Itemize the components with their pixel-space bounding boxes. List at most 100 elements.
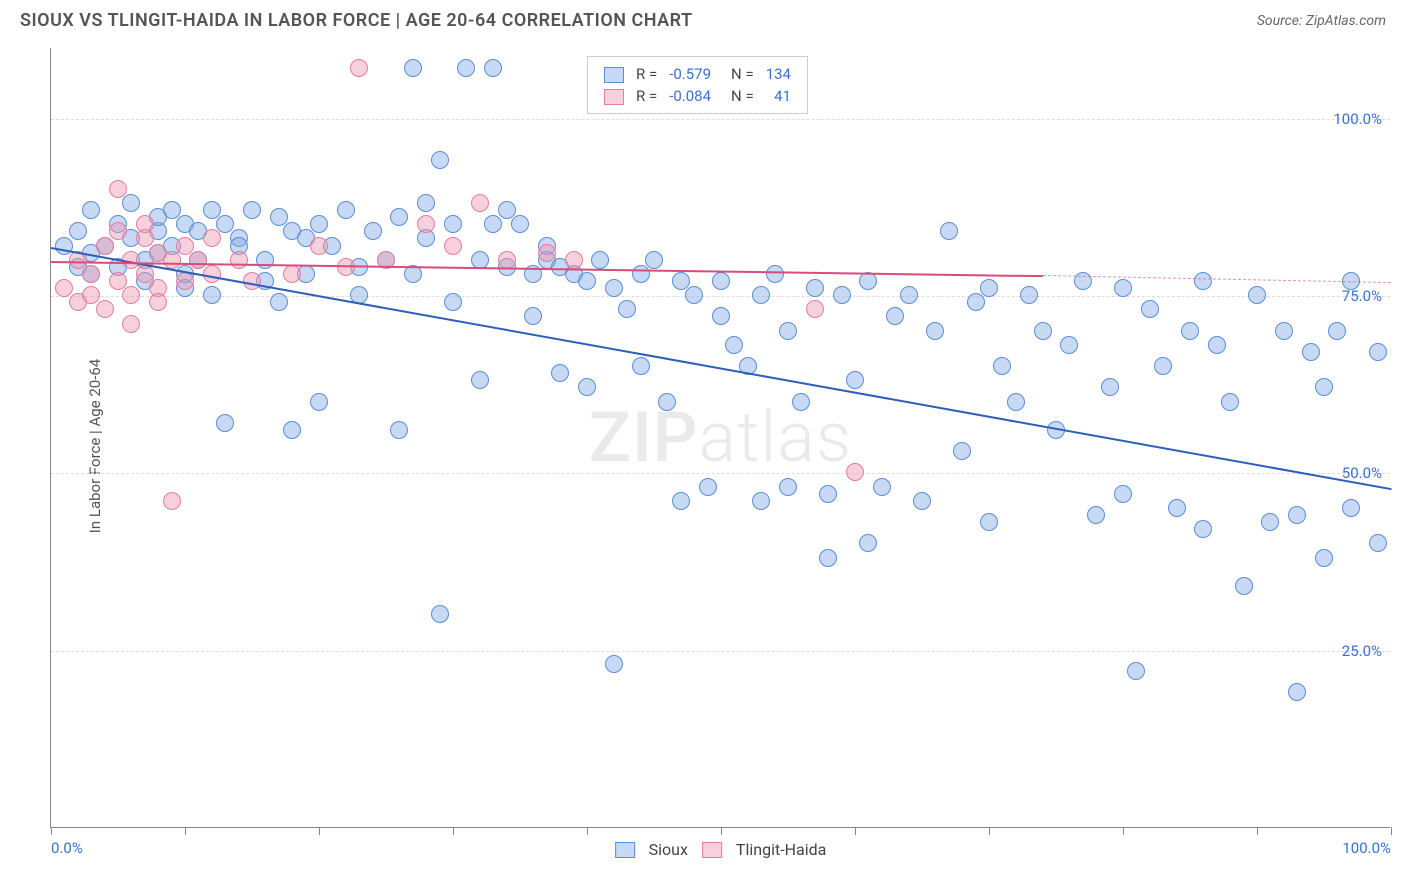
data-point — [444, 215, 462, 233]
data-point — [310, 215, 328, 233]
data-point — [846, 463, 864, 481]
data-point — [578, 272, 596, 290]
data-point — [82, 265, 100, 283]
data-point — [136, 265, 154, 283]
data-point — [1114, 279, 1132, 297]
data-point — [149, 293, 167, 311]
data-point — [806, 300, 824, 318]
x-tick — [185, 827, 186, 835]
data-point — [96, 300, 114, 318]
data-point — [471, 251, 489, 269]
data-point — [484, 59, 502, 77]
data-point — [658, 393, 676, 411]
gridline — [51, 651, 1390, 652]
data-point — [283, 421, 301, 439]
data-point — [1194, 272, 1212, 290]
data-point — [806, 279, 824, 297]
data-point — [1127, 662, 1145, 680]
data-point — [417, 194, 435, 212]
chart-source: Source: ZipAtlas.com — [1257, 13, 1386, 29]
data-point — [136, 215, 154, 233]
data-point — [551, 364, 569, 382]
data-point — [565, 251, 583, 269]
data-point — [96, 237, 114, 255]
data-point — [404, 59, 422, 77]
data-point — [712, 307, 730, 325]
legend-n-label: N = — [717, 63, 760, 85]
legend-n-label: N = — [717, 85, 760, 107]
data-point — [163, 251, 181, 269]
data-point — [1007, 393, 1025, 411]
x-tick — [721, 827, 722, 835]
legend-r-value: -0.579 — [663, 63, 717, 85]
data-point — [216, 414, 234, 432]
trendline-extrapolated — [1043, 275, 1391, 283]
scatter-chart: ZIPatlas 25.0%50.0%75.0%100.0%0.0%100.0%… — [50, 48, 1390, 828]
legend-n-value: 41 — [760, 85, 797, 107]
correlation-legend: R =-0.579N =134R =-0.084N =41 — [587, 56, 808, 114]
data-point — [390, 208, 408, 226]
chart-header: SIOUX VS TLINGIT-HAIDA IN LABOR FORCE | … — [0, 0, 1406, 31]
data-point — [1342, 499, 1360, 517]
data-point — [699, 478, 717, 496]
data-point — [471, 194, 489, 212]
data-point — [859, 534, 877, 552]
x-tick — [51, 827, 52, 835]
legend-n-value: 134 — [760, 63, 797, 85]
data-point — [163, 201, 181, 219]
data-point — [1168, 499, 1186, 517]
data-point — [1261, 513, 1279, 531]
data-point — [230, 251, 248, 269]
watermark: ZIPatlas — [589, 397, 853, 479]
x-tick — [1257, 827, 1258, 835]
data-point — [216, 215, 234, 233]
series-legend: Sioux Tlingit-Haida — [615, 840, 827, 859]
data-point — [1208, 336, 1226, 354]
x-tick — [319, 827, 320, 835]
legend-swatch — [702, 842, 722, 858]
data-point — [1315, 378, 1333, 396]
data-point — [645, 251, 663, 269]
data-point — [1101, 378, 1119, 396]
legend-series-name: Tlingit-Haida — [736, 840, 826, 859]
data-point — [993, 357, 1011, 375]
data-point — [752, 492, 770, 510]
data-point — [203, 286, 221, 304]
data-point — [1221, 393, 1239, 411]
data-point — [913, 492, 931, 510]
data-point — [1369, 343, 1387, 361]
data-point — [1114, 485, 1132, 503]
data-point — [1302, 343, 1320, 361]
data-point — [779, 478, 797, 496]
data-point — [632, 357, 650, 375]
legend-series-name: Sioux — [649, 840, 688, 859]
data-point — [1020, 286, 1038, 304]
data-point — [498, 251, 516, 269]
data-point — [1181, 322, 1199, 340]
data-point — [417, 215, 435, 233]
data-point — [819, 549, 837, 567]
data-point — [69, 222, 87, 240]
data-point — [163, 492, 181, 510]
data-point — [122, 315, 140, 333]
data-point — [618, 300, 636, 318]
gridline — [51, 119, 1390, 120]
data-point — [538, 244, 556, 262]
data-point — [203, 229, 221, 247]
data-point — [364, 222, 382, 240]
data-point — [926, 322, 944, 340]
data-point — [189, 251, 207, 269]
data-point — [431, 605, 449, 623]
data-point — [752, 286, 770, 304]
data-point — [685, 286, 703, 304]
data-point — [270, 293, 288, 311]
data-point — [122, 194, 140, 212]
data-point — [176, 272, 194, 290]
data-point — [672, 272, 690, 290]
data-point — [819, 485, 837, 503]
data-point — [900, 286, 918, 304]
data-point — [484, 215, 502, 233]
data-point — [122, 286, 140, 304]
data-point — [444, 237, 462, 255]
y-tick-label: 100.0% — [1333, 110, 1382, 128]
